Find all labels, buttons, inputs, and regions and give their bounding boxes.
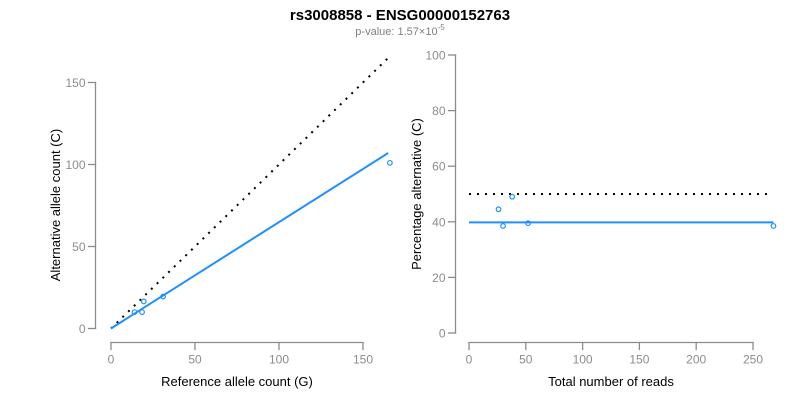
y-tick-label: 50: [72, 240, 86, 254]
x-tick-label: 0: [108, 353, 115, 367]
x-tick-label: 250: [743, 353, 763, 367]
data-point: [160, 293, 166, 300]
page-title: rs3008858 - ENSG00000152763: [290, 7, 510, 24]
y-tick-label: 150: [65, 76, 85, 90]
data-point: [500, 223, 506, 229]
x-tick-label: 100: [269, 353, 289, 367]
x-tick-label: 50: [519, 353, 533, 367]
pvalue-exponent: -5: [438, 23, 446, 32]
right-x-axis-label: Total number of reads: [548, 374, 674, 389]
identity-line: [110, 57, 389, 330]
x-tick-label: 150: [353, 353, 373, 367]
y-tick-label: 0: [79, 322, 86, 336]
data-point: [139, 309, 145, 316]
data-point: [525, 220, 531, 227]
right-scatter-plot: 0 20 40 60 80 100 0 50 100 150 200 250 Total number…: [409, 49, 777, 389]
x-tick-label: 50: [188, 353, 202, 367]
right-plot-marks: 0 20 40 60 80 100 0 50 100 150 200 250: [425, 49, 777, 367]
y-tick-label: 40: [432, 215, 446, 229]
data-point: [770, 223, 777, 229]
y-tick-label: 20: [432, 271, 446, 285]
left-scatter-plot: 0 50 100 150 0 50 100 150 Reference allele coun…: [48, 57, 393, 389]
y-tick-label: 100: [425, 49, 445, 63]
data-point: [140, 298, 147, 305]
x-tick-label: 200: [686, 353, 706, 367]
x-tick-label: 150: [629, 353, 649, 367]
data-point: [386, 159, 393, 166]
x-tick-label: 100: [573, 353, 593, 367]
right-y-axis-label: Percentage alternative (C): [409, 118, 424, 270]
data-point: [495, 206, 502, 213]
data-point: [509, 193, 516, 200]
y-tick-label: 100: [65, 158, 85, 172]
y-tick-label: 80: [432, 104, 446, 118]
pvalue-text: p-value: 1.57×10: [355, 26, 437, 38]
x-tick-label: 0: [466, 353, 473, 367]
left-plot-marks: 0 50 100 150 0 50 100 150: [65, 57, 393, 367]
pvalue-subtitle: p-value: 1.57×10-5: [355, 23, 445, 38]
y-tick-label: 60: [432, 160, 446, 174]
fit-line: [110, 152, 389, 330]
left-y-axis-label: Alternative allele count (C): [48, 129, 63, 281]
left-x-axis-label: Reference allele count (G): [161, 374, 313, 389]
data-point: [131, 309, 138, 316]
y-tick-label: 0: [439, 327, 446, 341]
